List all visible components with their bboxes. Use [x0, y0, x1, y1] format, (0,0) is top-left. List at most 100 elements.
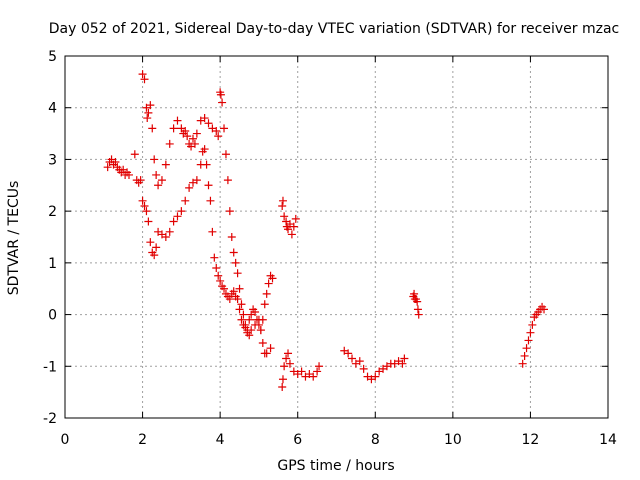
data-point	[152, 243, 161, 252]
data-point	[173, 212, 182, 221]
data-point	[280, 212, 289, 221]
data-point	[177, 207, 186, 216]
data-point	[400, 354, 409, 363]
data-point	[218, 98, 227, 107]
data-point	[282, 354, 291, 363]
data-point	[183, 132, 192, 141]
data-point	[229, 287, 238, 296]
data-point	[266, 344, 275, 353]
data-point	[235, 305, 244, 314]
data-point	[278, 196, 287, 205]
data-point	[247, 326, 256, 335]
x-tick-label: 10	[444, 432, 462, 448]
data-point	[278, 375, 287, 384]
data-point	[221, 150, 230, 159]
data-point	[264, 279, 273, 288]
data-point	[287, 230, 296, 239]
data-point	[398, 359, 407, 368]
data-point	[229, 248, 238, 257]
data-point	[260, 300, 269, 309]
data-point	[148, 124, 157, 133]
series-trace-a	[103, 145, 277, 335]
data-point	[289, 222, 298, 231]
data-point	[216, 90, 225, 99]
data-point	[344, 349, 353, 358]
data-point	[528, 320, 537, 329]
x-tick-label: 12	[522, 432, 540, 448]
data-point	[140, 75, 149, 84]
data-point	[245, 315, 254, 324]
y-tick-label: -2	[43, 411, 57, 427]
data-point	[258, 339, 267, 348]
data-point	[254, 315, 263, 324]
x-tick-label: 0	[61, 432, 70, 448]
data-points	[103, 70, 549, 391]
data-point	[103, 163, 112, 172]
data-point	[297, 367, 306, 376]
data-point	[233, 269, 242, 278]
data-point	[152, 170, 161, 179]
y-tick-label: 3	[48, 152, 57, 168]
x-tick-label: 2	[138, 432, 147, 448]
data-point	[216, 276, 225, 285]
y-tick-label: 0	[48, 308, 57, 324]
y-tick-label: -1	[43, 359, 57, 375]
data-point	[355, 357, 364, 366]
data-point	[285, 359, 294, 368]
data-point	[524, 336, 533, 345]
data-point	[154, 181, 163, 190]
data-point	[315, 362, 324, 371]
data-point	[359, 364, 368, 373]
data-point	[130, 150, 139, 159]
data-point	[231, 258, 240, 267]
data-point	[210, 253, 219, 262]
y-tick-label: 2	[48, 204, 57, 220]
data-point	[192, 129, 201, 138]
data-point	[235, 284, 244, 293]
series-trace-c	[278, 196, 300, 239]
data-point	[161, 160, 170, 169]
data-point	[200, 145, 209, 154]
data-point	[526, 328, 535, 337]
data-point	[202, 160, 211, 169]
y-tick-label: 1	[48, 256, 57, 272]
data-point	[225, 207, 234, 216]
data-point	[124, 170, 133, 179]
data-point	[212, 126, 221, 135]
data-point	[233, 295, 242, 304]
series-trace-b	[138, 70, 275, 358]
y-axis-title: SDTVAR / TECUs	[6, 181, 22, 296]
data-point	[165, 227, 174, 236]
data-point	[241, 320, 250, 329]
x-tick-label: 8	[371, 432, 380, 448]
data-point	[146, 101, 155, 110]
data-point	[212, 264, 221, 273]
data-point	[413, 297, 422, 306]
data-point	[220, 284, 229, 293]
data-point	[181, 196, 190, 205]
data-point	[245, 331, 254, 340]
data-point	[371, 372, 380, 381]
chart-title: Day 052 of 2021, Sidereal Day-to-day VTE…	[49, 21, 619, 37]
data-point	[214, 271, 223, 280]
data-point	[142, 207, 151, 216]
data-point	[138, 196, 147, 205]
data-point	[280, 362, 289, 371]
data-point	[161, 233, 170, 241]
data-point	[291, 214, 300, 223]
data-point	[237, 300, 246, 309]
data-point	[278, 382, 287, 391]
x-axis-title: GPS time / hours	[277, 458, 394, 474]
data-point	[144, 217, 153, 226]
y-tick-label: 4	[48, 101, 57, 117]
data-point	[284, 225, 293, 234]
data-point	[214, 132, 223, 141]
data-point	[190, 139, 199, 148]
data-point	[165, 139, 174, 148]
data-point	[237, 315, 246, 324]
data-point	[309, 372, 318, 381]
x-tick-label: 14	[599, 432, 617, 448]
data-point	[522, 344, 531, 353]
